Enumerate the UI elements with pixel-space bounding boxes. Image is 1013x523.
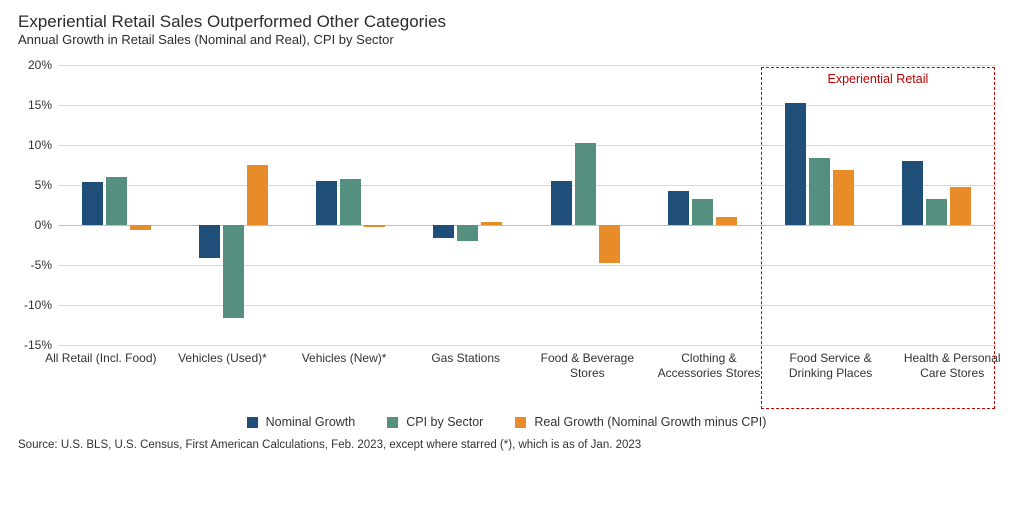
chart-area: -15%-10%-5%0%5%10%15%20% Experiential Re… — [18, 65, 995, 345]
bar — [130, 65, 151, 345]
bar-group — [175, 65, 292, 345]
highlight-label: Experiential Retail — [762, 72, 994, 86]
bar — [106, 65, 127, 345]
bar-rect — [668, 191, 689, 225]
bar — [692, 65, 713, 345]
bar-rect — [551, 181, 572, 225]
legend-item: CPI by Sector — [387, 415, 483, 429]
bar-group — [409, 65, 526, 345]
bar-group — [527, 65, 644, 345]
legend-item: Real Growth (Nominal Growth minus CPI) — [515, 415, 766, 429]
x-axis-labels: All Retail (Incl. Food)Vehicles (Used)*V… — [40, 351, 1013, 403]
bars-row — [527, 65, 644, 345]
bar-rect — [82, 182, 103, 225]
chart-subtitle: Annual Growth in Retail Sales (Nominal a… — [18, 32, 995, 47]
bar — [481, 65, 502, 345]
y-tick-label: -10% — [24, 298, 52, 312]
bar-rect — [223, 225, 244, 318]
bar-rect — [692, 199, 713, 225]
bar — [247, 65, 268, 345]
legend-label: Nominal Growth — [266, 415, 356, 429]
bar — [223, 65, 244, 345]
bar-rect — [199, 225, 220, 258]
x-tick-label: Food & Beverage Stores — [527, 351, 649, 403]
y-axis: -15%-10%-5%0%5%10%15%20% — [18, 65, 58, 345]
plot-area: Experiential Retail — [58, 65, 995, 345]
bar-group — [292, 65, 409, 345]
bars-row — [409, 65, 526, 345]
bar — [364, 65, 385, 345]
bar — [340, 65, 361, 345]
x-tick-label: Food Service & Drinking Places — [770, 351, 892, 403]
bars-row — [175, 65, 292, 345]
bars-row — [644, 65, 761, 345]
bar-rect — [364, 225, 385, 227]
y-tick-label: 15% — [28, 98, 52, 112]
bar — [551, 65, 572, 345]
bar-rect — [599, 225, 620, 263]
x-tick-label: Clothing & Accessories Stores — [648, 351, 770, 403]
bar-group — [644, 65, 761, 345]
bar — [457, 65, 478, 345]
legend-item: Nominal Growth — [247, 415, 356, 429]
bar — [716, 65, 737, 345]
y-tick-label: 20% — [28, 58, 52, 72]
bar-rect — [575, 143, 596, 225]
bar — [575, 65, 596, 345]
bar — [82, 65, 103, 345]
y-tick-label: 10% — [28, 138, 52, 152]
legend-swatch — [387, 417, 398, 428]
bar-group — [58, 65, 175, 345]
bar-rect — [457, 225, 478, 241]
bar-rect — [247, 165, 268, 225]
bar-rect — [716, 217, 737, 225]
y-tick-label: 0% — [35, 218, 52, 232]
x-tick-label: Vehicles (Used)* — [162, 351, 284, 403]
source-text: Source: U.S. BLS, U.S. Census, First Ame… — [18, 439, 995, 451]
bar — [599, 65, 620, 345]
x-tick-label: All Retail (Incl. Food) — [40, 351, 162, 403]
bar-rect — [106, 177, 127, 225]
bar-rect — [130, 225, 151, 230]
bar-rect — [433, 225, 454, 238]
bar — [316, 65, 337, 345]
x-tick-label: Health & Personal Care Stores — [891, 351, 1013, 403]
y-tick-label: -15% — [24, 338, 52, 352]
chart-title: Experiential Retail Sales Outperformed O… — [18, 12, 995, 32]
legend-label: Real Growth (Nominal Growth minus CPI) — [534, 415, 766, 429]
bars-row — [292, 65, 409, 345]
y-tick-label: 5% — [35, 178, 52, 192]
bar — [433, 65, 454, 345]
legend: Nominal Growth CPI by Sector Real Growth (… — [18, 415, 995, 429]
x-tick-label: Vehicles (New)* — [283, 351, 405, 403]
legend-swatch — [515, 417, 526, 428]
bars-row — [58, 65, 175, 345]
bar-rect — [316, 181, 337, 225]
x-tick-label: Gas Stations — [405, 351, 527, 403]
y-tick-label: -5% — [31, 258, 52, 272]
bar-rect — [340, 179, 361, 225]
legend-label: CPI by Sector — [406, 415, 483, 429]
bar — [668, 65, 689, 345]
legend-swatch — [247, 417, 258, 428]
bar-rect — [481, 222, 502, 225]
bar — [199, 65, 220, 345]
